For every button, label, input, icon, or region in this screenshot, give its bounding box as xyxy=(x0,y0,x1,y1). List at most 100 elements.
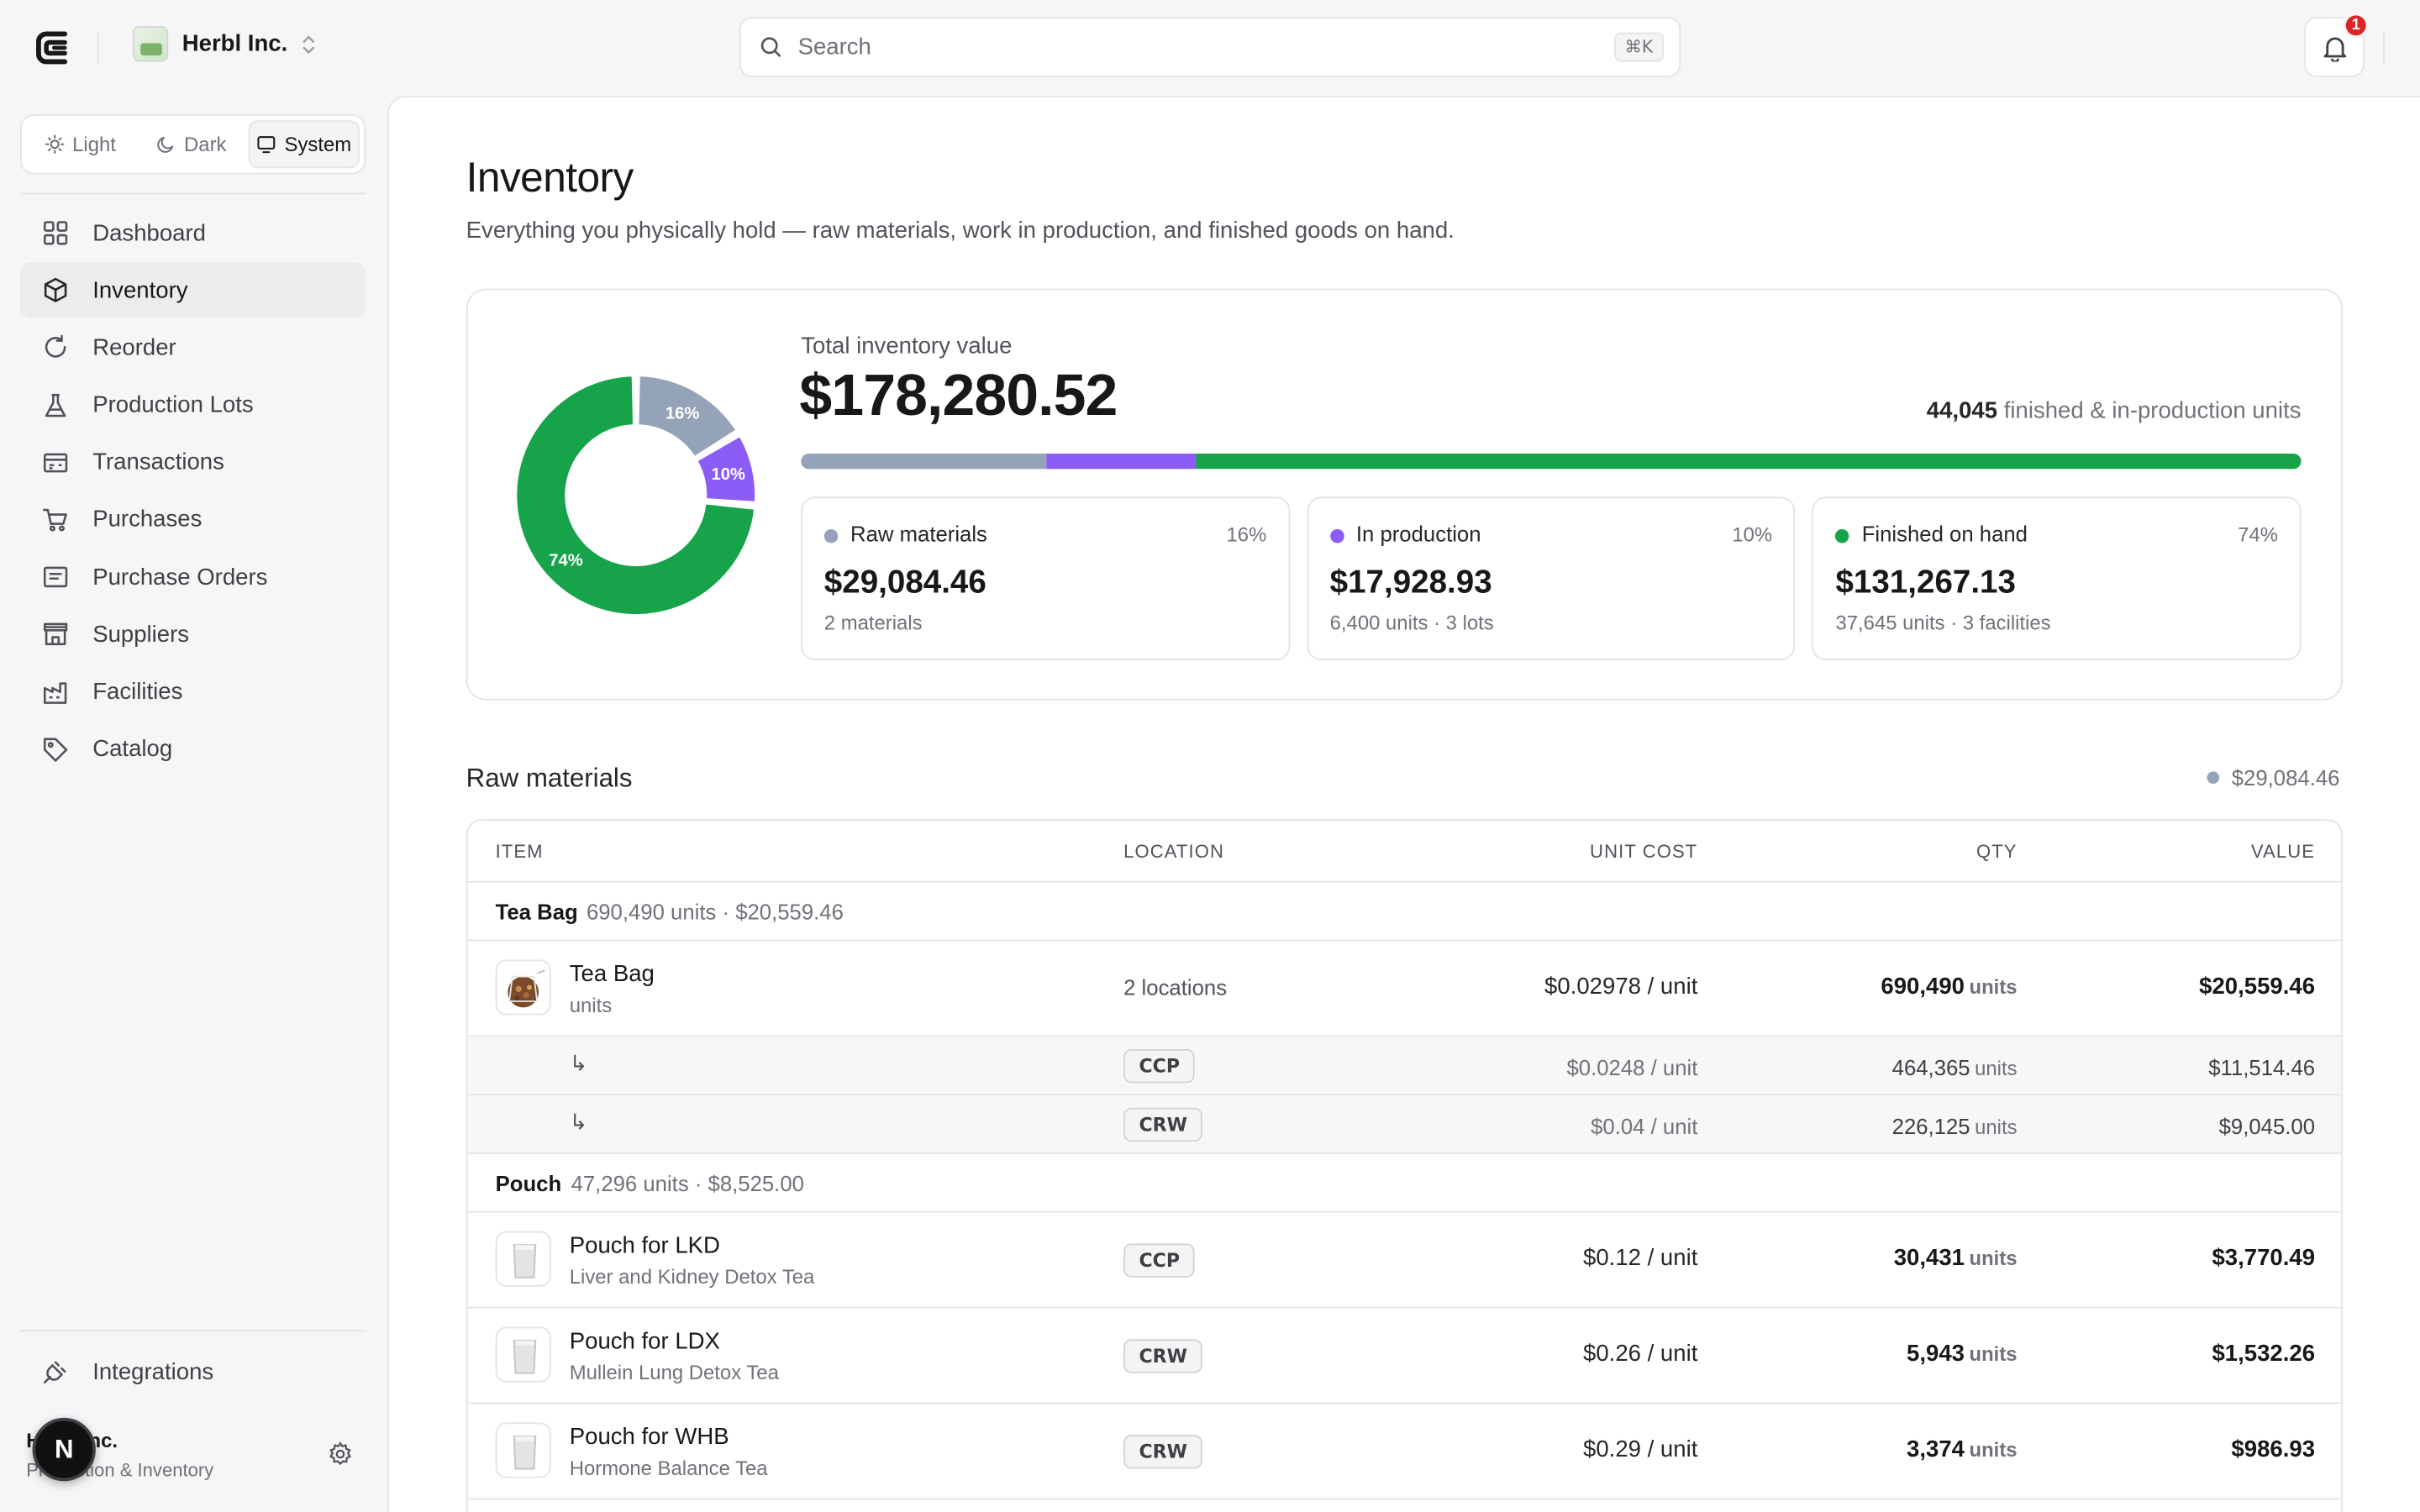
group-header-tea-bag: Tea Bag 690,490 units · $20,559.46 xyxy=(467,883,2342,942)
integrations-section: Integrations xyxy=(20,1344,366,1401)
nav-item-inventory[interactable]: Inventory xyxy=(19,262,366,318)
nav-item-facilities[interactable]: Facilities xyxy=(20,664,366,720)
quantity: 3,374 units xyxy=(1907,1436,2018,1462)
grid-icon xyxy=(43,221,68,245)
table-row[interactable]: Pouch for LDX Mullein Lung Detox Tea CRW… xyxy=(467,1309,2342,1404)
item-name: Pouch for LKD xyxy=(569,1232,720,1259)
qty-unit: units xyxy=(1969,1341,2018,1366)
item-description: Hormone Balance Tea xyxy=(569,1456,768,1480)
bar-segment-raw xyxy=(801,453,1046,470)
search-input[interactable] xyxy=(797,34,1614,60)
location-chip: CRW xyxy=(1123,1339,1203,1373)
divider xyxy=(97,30,99,66)
nav-item-integrations[interactable]: Integrations xyxy=(20,1344,366,1399)
row-value: $986.93 xyxy=(2231,1436,2316,1463)
total-value: $178,280.52 xyxy=(799,364,1118,429)
nav-label: Purchase Orders xyxy=(92,564,268,591)
table-sub-row[interactable]: ↳ CRW $0.04 / unit 226,125 units $9,045.0… xyxy=(467,1095,2342,1154)
gear-icon[interactable] xyxy=(327,1441,353,1467)
row-value: $1,532.26 xyxy=(2212,1341,2316,1368)
search-shortcut: ⌘K xyxy=(1613,32,1664,62)
card-percent: 10% xyxy=(1732,522,1773,547)
card-in-production[interactable]: In production 10% $17,928.93 6,400 units… xyxy=(1307,496,1796,661)
nav-item-purchases[interactable]: Purchases xyxy=(20,492,366,548)
store-icon xyxy=(43,623,68,646)
plug-icon xyxy=(43,1361,66,1383)
search-icon xyxy=(760,37,781,57)
receipt-icon xyxy=(43,566,68,588)
nav-label: Transactions xyxy=(92,449,224,476)
slice-raw-materials[interactable] xyxy=(635,373,739,459)
nav-item-purchase-orders[interactable]: Purchase Orders xyxy=(20,549,366,605)
notifications-button[interactable]: 1 xyxy=(2304,12,2370,77)
search-bar[interactable]: ⌘K xyxy=(739,17,1681,77)
col-value[interactable]: VALUE xyxy=(2250,841,2316,863)
qty-unit: units xyxy=(1969,1247,2018,1270)
card-label: Finished on hand xyxy=(1861,521,2028,547)
nav-label: Catalog xyxy=(92,736,173,763)
col-unit-cost[interactable]: UNIT COST xyxy=(1590,841,1698,863)
row-value: $20,559.46 xyxy=(2199,973,2316,1000)
table-row[interactable]: Tea Bag units 2 locations $0.02978 / uni… xyxy=(467,941,2342,1037)
qty-unit: units xyxy=(1975,1115,2018,1139)
value-distribution-bar xyxy=(801,453,2302,470)
sub-row-arrow: ↳ xyxy=(569,1109,588,1134)
group-summary: 47,296 units · $8,525.00 xyxy=(571,1171,804,1196)
slice-finished-on-hand[interactable] xyxy=(513,373,757,617)
unit-cost: $0.04 / unit xyxy=(1591,1114,1698,1139)
table-row[interactable]: Pouch for LKD Liver and Kidney Detox Tea… xyxy=(467,1213,2342,1309)
avatar-badge[interactable]: N xyxy=(32,1417,96,1482)
pouch-thumbnail xyxy=(495,1326,551,1383)
bell-icon xyxy=(2323,36,2346,61)
group-summary: 690,490 units · $20,559.46 xyxy=(586,899,844,925)
page-title: Inventory xyxy=(466,154,634,201)
divider xyxy=(2382,30,2385,66)
row-value: $11,514.46 xyxy=(2208,1055,2316,1080)
theme-dark-option[interactable]: Dark xyxy=(137,120,245,168)
card-value: $29,084.46 xyxy=(823,564,986,601)
app-logo-icon[interactable] xyxy=(34,28,74,68)
row-value: $3,770.49 xyxy=(2212,1245,2316,1272)
unit-cost: $0.12 / unit xyxy=(1583,1245,1698,1272)
group-name: Pouch xyxy=(495,1171,562,1196)
transactions-icon xyxy=(43,453,68,472)
quantity: 690,490 units xyxy=(1881,974,2017,1000)
legend-dot xyxy=(1835,528,1849,543)
table-header: ITEM LOCATION UNIT COST QTY VALUE xyxy=(467,821,2342,883)
card-label: Raw materials xyxy=(850,521,987,547)
box-icon xyxy=(44,278,67,303)
nav-item-dashboard[interactable]: Dashboard xyxy=(20,205,366,260)
table-row[interactable]: Pouch for WHB Hormone Balance Tea CRW $0… xyxy=(467,1404,2342,1500)
card-finished-on-hand[interactable]: Finished on hand 74% $131,267.13 37,645 … xyxy=(1812,496,2302,661)
card-raw-materials[interactable]: Raw materials 16% $29,084.46 2 materials xyxy=(801,496,1290,661)
col-item[interactable]: ITEM xyxy=(495,841,544,863)
card-value: $131,267.13 xyxy=(1835,564,2016,601)
org-switcher[interactable]: Herbl Inc. xyxy=(132,26,317,62)
nav-item-suppliers[interactable]: Suppliers xyxy=(20,606,366,662)
moon-icon xyxy=(157,137,174,153)
sidebar: Light Dark System Dashboard Inventory xyxy=(0,96,386,1512)
theme-system-option[interactable]: System xyxy=(248,120,360,169)
location-chip: CCP xyxy=(1123,1243,1196,1278)
col-qty[interactable]: QTY xyxy=(1975,841,2018,863)
table-sub-row[interactable]: ↳ CCP $0.0248 / unit 464,365 units $11,51… xyxy=(467,1037,2342,1096)
qty-value: 5,943 xyxy=(1907,1341,1965,1368)
unit-cost: $0.02978 / unit xyxy=(1544,973,1698,1000)
nav-item-transactions[interactable]: Transactions xyxy=(20,434,366,490)
main-content: Inventory Everything you physically hold… xyxy=(387,95,2420,1512)
nav-item-production-lots[interactable]: Production Lots xyxy=(20,377,366,433)
card-subtext: 37,645 units · 3 facilities xyxy=(1835,611,2051,634)
item-description: Mullein Lung Detox Tea xyxy=(569,1360,779,1384)
inventory-donut-chart: 16% 10% 74% xyxy=(513,373,758,617)
nav-label: Dashboard xyxy=(92,219,206,246)
nav-item-catalog[interactable]: Catalog xyxy=(20,722,366,777)
slice-in-production[interactable] xyxy=(694,433,758,505)
qty-unit: units xyxy=(1969,974,2018,999)
flask-icon xyxy=(45,393,66,417)
notification-count-badge: 1 xyxy=(2343,12,2370,39)
theme-light-option[interactable]: Light xyxy=(26,120,134,168)
section-title: Raw materials xyxy=(466,764,633,794)
nav-item-reorder[interactable]: Reorder xyxy=(20,320,366,375)
chevron-up-down-icon xyxy=(303,34,315,53)
col-location[interactable]: LOCATION xyxy=(1123,841,1224,863)
